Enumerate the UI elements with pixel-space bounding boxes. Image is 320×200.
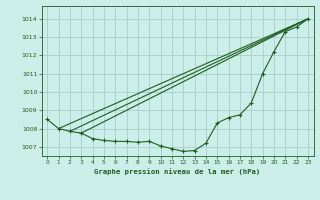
X-axis label: Graphe pression niveau de la mer (hPa): Graphe pression niveau de la mer (hPa): [94, 168, 261, 175]
